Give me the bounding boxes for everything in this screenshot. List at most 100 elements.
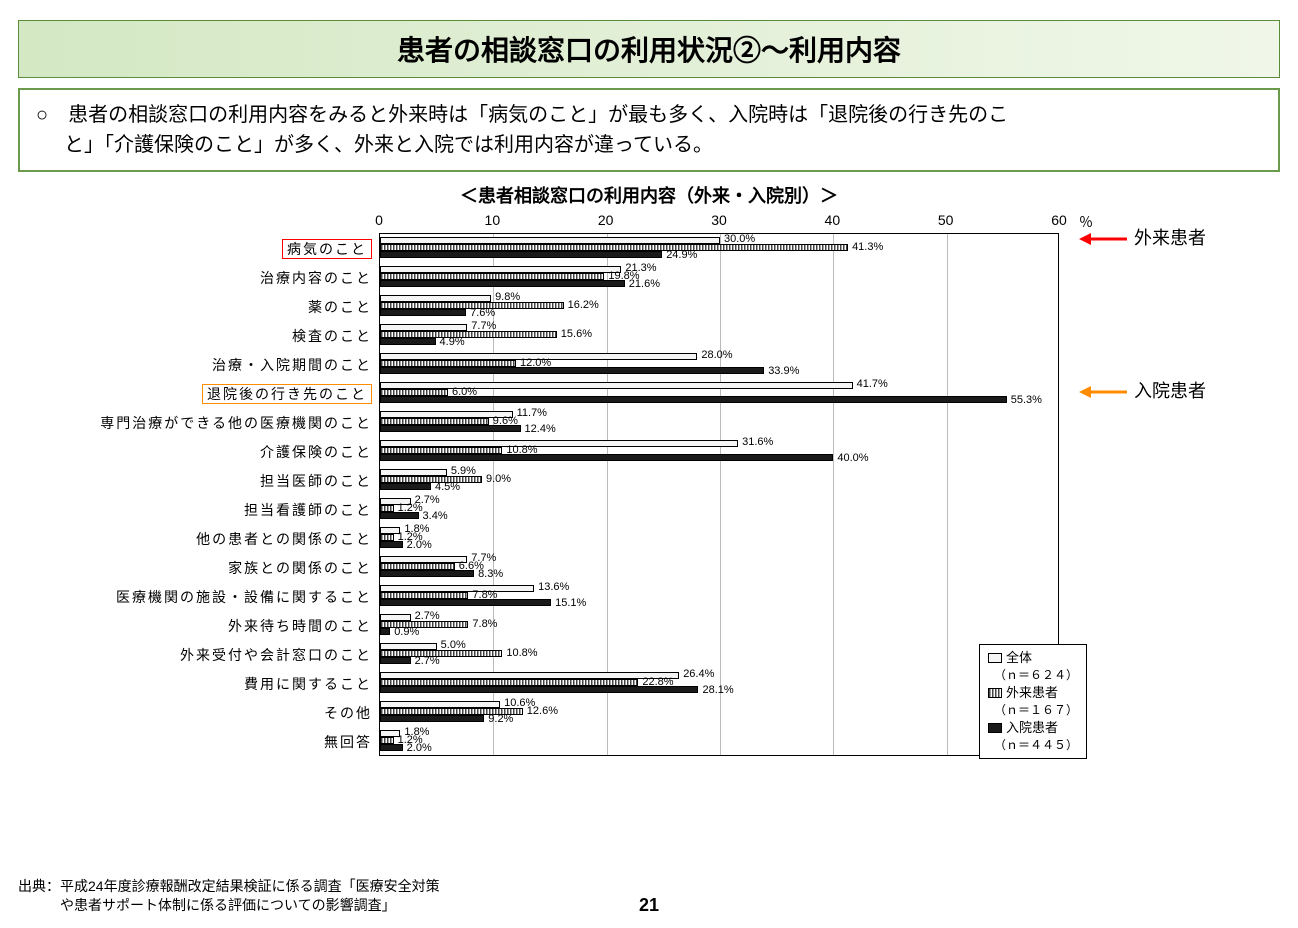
bar-value-label: 55.3% (1011, 394, 1042, 406)
page-title-bar: 患者の相談窓口の利用状況②～利用内容 (18, 20, 1280, 78)
bar-series1 (380, 476, 482, 483)
axis-tick: 0 (375, 212, 383, 228)
bar-series2 (380, 483, 431, 490)
chart-row: 外来待ち時間のこと2.7%7.8%0.9% (380, 611, 1058, 640)
bar-series2 (380, 570, 474, 577)
bar-series0 (380, 585, 534, 592)
bar-series2 (380, 715, 484, 722)
category-label: 外来受付や会計窓口のこと (32, 645, 372, 665)
bar-series1 (380, 360, 516, 367)
legend-series-name: 外来患者 (1006, 684, 1058, 702)
bar-series2 (380, 541, 403, 548)
legend-swatch (988, 688, 1002, 698)
bar-value-label: 9.0% (486, 473, 511, 485)
bar-value-label: 7.6% (470, 307, 495, 319)
inpatient-label: 入院患者 (1134, 381, 1206, 401)
bar-series0 (380, 701, 500, 708)
category-label: 外来待ち時間のこと (32, 616, 372, 636)
bar-series1 (380, 534, 394, 541)
outpatient-label: 外来患者 (1134, 228, 1206, 248)
bar-value-label: 21.6% (629, 278, 660, 290)
bar-series2 (380, 280, 625, 287)
category-label: 介護保険のこと (32, 442, 372, 462)
bar-series2 (380, 338, 436, 345)
legend-swatch (988, 723, 1002, 733)
bar-value-label: 12.4% (525, 423, 556, 435)
chart-row: 無回答1.8%1.2%2.0% (380, 727, 1058, 756)
category-label: 専門治療ができる他の医療機関のこと (32, 413, 372, 433)
bar-series0 (380, 469, 447, 476)
bar-series2 (380, 367, 764, 374)
legend-swatch (988, 653, 1002, 663)
axis-tick: 10 (485, 212, 501, 228)
bar-series1 (380, 244, 848, 251)
bar-series2 (380, 599, 551, 606)
category-label: 退院後の行き先のこと (32, 384, 372, 404)
bar-series1 (380, 592, 468, 599)
category-label: 家族との関係のこと (32, 558, 372, 578)
legend-series-n: （ｎ＝１６７） (988, 702, 1078, 719)
bar-series2 (380, 657, 411, 664)
inpatient-annotation: 入院患者 (1079, 377, 1206, 403)
chart-row: 薬のこと9.8%16.2%7.6% (380, 292, 1058, 321)
bar-series2 (380, 251, 662, 258)
legend-series-n: （ｎ＝６２４） (988, 667, 1078, 684)
bar-value-label: 31.6% (742, 436, 773, 448)
bar-value-label: 2.0% (407, 742, 432, 754)
category-label: 無回答 (32, 732, 372, 752)
bar-series2 (380, 512, 419, 519)
category-label: 費用に関すること (32, 674, 372, 694)
category-label: 担当医師のこと (32, 471, 372, 491)
legend-item: 外来患者 (988, 684, 1078, 702)
bar-value-label: 10.8% (506, 647, 537, 659)
category-label: 他の患者との関係のこと (32, 529, 372, 549)
bar-value-label: 9.2% (488, 713, 513, 725)
legend: 全体 （ｎ＝６２４）外来患者 （ｎ＝１６７）入院患者 （ｎ＝４４５） (979, 644, 1087, 759)
chart-row: 治療・入院期間のこと28.0%12.0%33.9% (380, 350, 1058, 379)
bar-value-label: 16.2% (568, 299, 599, 311)
bar-series0 (380, 440, 738, 447)
bar-value-label: 11.7% (517, 407, 547, 419)
bar-series1 (380, 563, 455, 570)
bar-chart: ％ 0102030405060 病気のこと30.0%41.3%24.9%治療内容… (379, 212, 1059, 756)
chart-row: 担当医師のこと5.9%9.0%4.5% (380, 466, 1058, 495)
bar-value-label: 12.6% (527, 705, 558, 717)
bar-value-label: 4.9% (440, 336, 465, 348)
bar-series2 (380, 425, 521, 432)
bar-value-label: 26.4% (683, 668, 714, 680)
bar-series0 (380, 672, 679, 679)
bar-series1 (380, 505, 394, 512)
bar-series1 (380, 447, 502, 454)
chart-row: 他の患者との関係のこと1.8%1.2%2.0% (380, 524, 1058, 553)
plot-area: 病気のこと30.0%41.3%24.9%治療内容のこと21.3%19.8%21.… (379, 234, 1059, 756)
category-label: 医療機関の施設・設備に関すること (32, 587, 372, 607)
bar-series0 (380, 266, 621, 273)
chart-row: 外来受付や会計窓口のこと5.0%10.8%2.7% (380, 640, 1058, 669)
bar-series0 (380, 295, 491, 302)
category-label: 担当看護師のこと (32, 500, 372, 520)
category-label: 薬のこと (32, 297, 372, 317)
chart-row: 担当看護師のこと2.7%1.2%3.4% (380, 495, 1058, 524)
axis-tick: 20 (598, 212, 614, 228)
bar-series1 (380, 389, 448, 396)
chart-row: 専門治療ができる他の医療機関のこと11.7%9.6%12.4% (380, 408, 1058, 437)
bar-series0 (380, 556, 467, 563)
bar-series2 (380, 628, 390, 635)
bar-series1 (380, 273, 604, 280)
bar-value-label: 3.4% (423, 510, 448, 522)
source-line1: 出典：平成24年度診療報酬改定結果検証に係る調査「医療安全対策 (18, 878, 440, 894)
bar-value-label: 40.0% (837, 452, 868, 464)
legend-item: 全体 (988, 649, 1078, 667)
chart-row: 医療機関の施設・設備に関すること13.6%7.8%15.1% (380, 582, 1058, 611)
bar-value-label: 41.7% (857, 378, 888, 390)
chart-row: 治療内容のこと21.3%19.8%21.6% (380, 263, 1058, 292)
bar-value-label: 8.3% (478, 568, 503, 580)
x-axis: ％ 0102030405060 (379, 212, 1059, 234)
bar-value-label: 2.7% (415, 655, 440, 667)
bar-series1 (380, 679, 638, 686)
chart-row: 退院後の行き先のこと41.7%6.0%55.3% (380, 379, 1058, 408)
bar-series2 (380, 454, 833, 461)
bar-value-label: 41.3% (852, 241, 883, 253)
bar-series0 (380, 382, 853, 389)
bar-series2 (380, 744, 403, 751)
